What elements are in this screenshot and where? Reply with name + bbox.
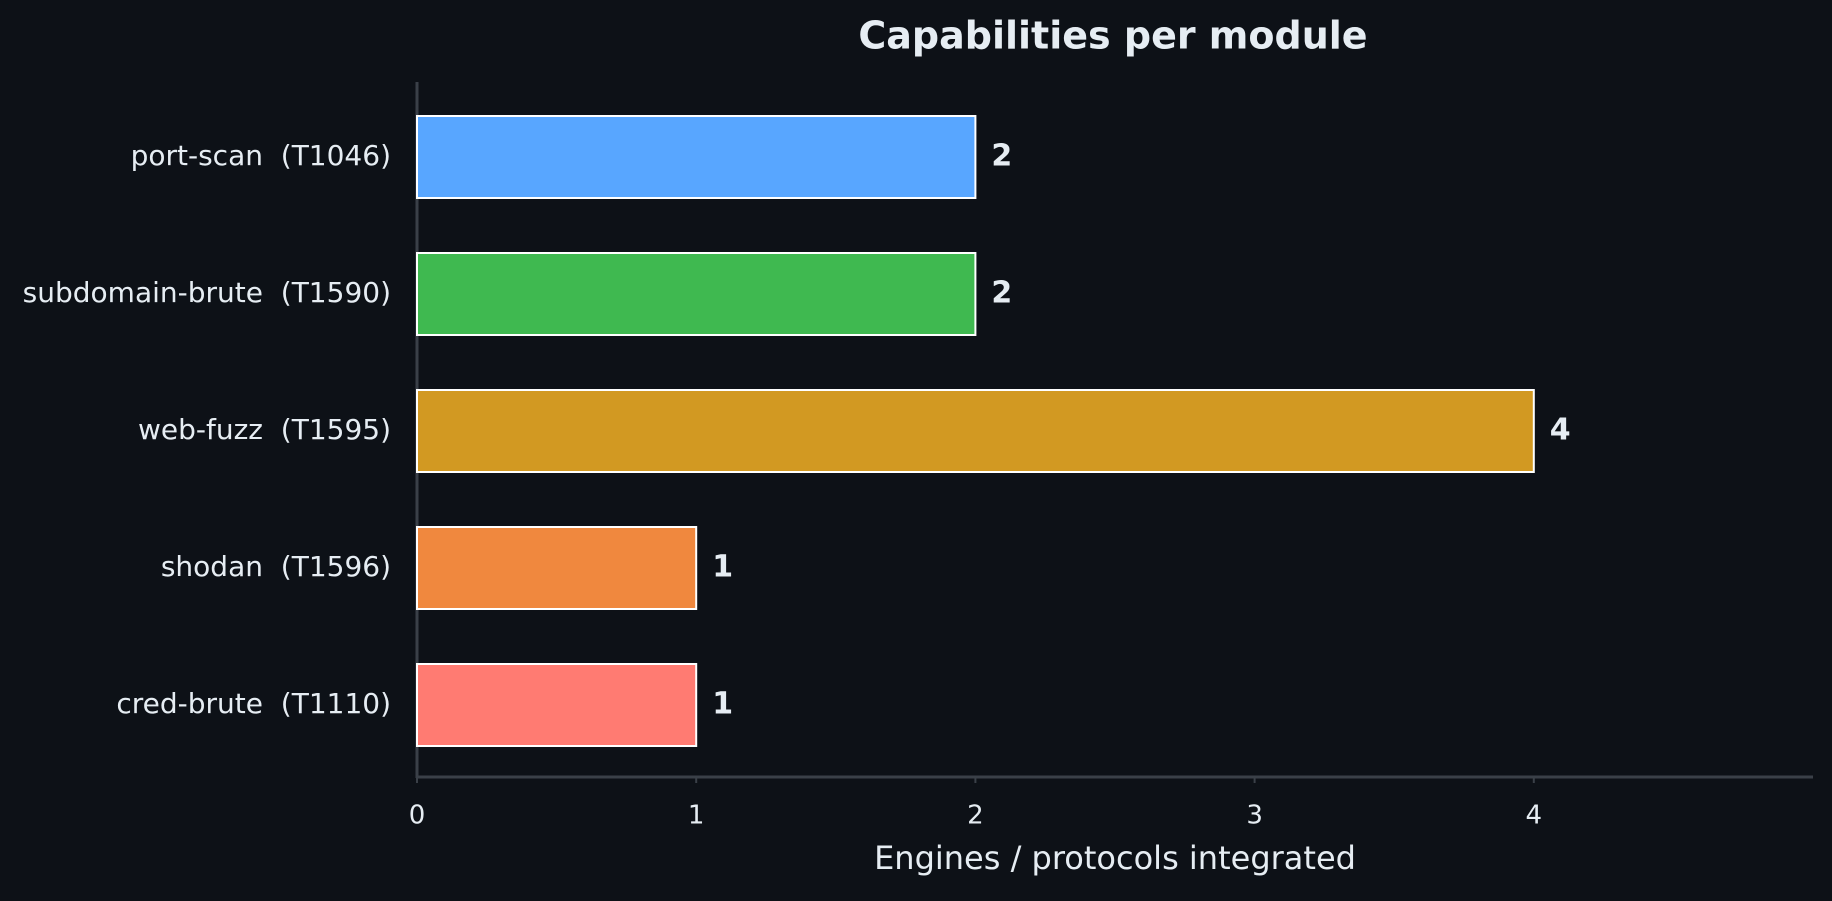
x-tick-label: 3 [1246,801,1263,831]
y-tick-label: port-scan (T1046) [131,139,391,172]
x-tick-label: 1 [688,801,705,831]
value-label: 1 [712,550,733,585]
chart-title: Capabilities per module [858,14,1367,58]
value-label: 2 [991,276,1012,311]
x-tick-label: 0 [409,801,426,831]
x-tick-label: 2 [967,801,984,831]
bar [416,663,698,747]
bar [416,252,977,336]
x-axis-label: Engines / protocols integrated [874,839,1356,877]
x-tick-label: 4 [1526,801,1543,831]
bar [416,526,698,610]
value-label: 4 [1550,413,1571,448]
value-label: 1 [712,687,733,722]
bar [416,389,1535,473]
bar [416,115,977,199]
y-tick-label: subdomain-brute (T1590) [23,276,391,309]
y-tick-label: cred-brute (T1110) [116,687,391,720]
value-label: 2 [991,139,1012,174]
y-tick-label: shodan (T1596) [161,550,391,583]
y-tick-label: web-fuzz (T1595) [138,413,391,446]
